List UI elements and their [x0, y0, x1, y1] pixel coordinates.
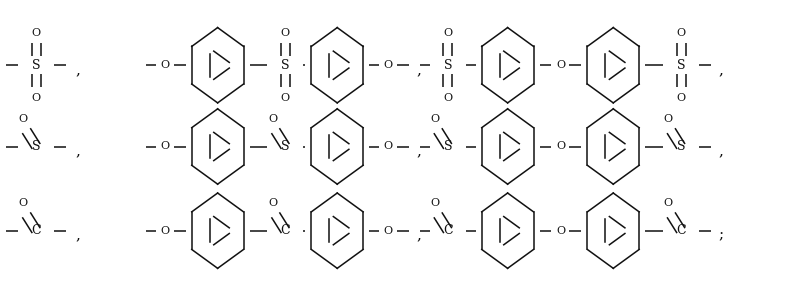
Text: O: O [268, 114, 277, 124]
Text: O: O [443, 93, 452, 103]
Text: C: C [31, 224, 41, 237]
Text: O: O [281, 28, 290, 38]
Text: S: S [281, 59, 290, 72]
Text: ,: , [417, 229, 422, 243]
Text: O: O [556, 226, 565, 236]
Text: O: O [383, 60, 393, 70]
Text: O: O [160, 226, 170, 236]
Text: O: O [556, 60, 565, 70]
Text: ,: , [417, 63, 422, 77]
Text: S: S [443, 140, 452, 153]
Text: O: O [32, 28, 41, 38]
Text: O: O [18, 114, 28, 124]
Text: O: O [663, 198, 673, 208]
Text: S: S [32, 140, 41, 153]
Text: O: O [430, 114, 439, 124]
Text: O: O [18, 198, 28, 208]
Text: O: O [383, 142, 393, 151]
Text: S: S [677, 140, 686, 153]
Text: O: O [160, 142, 170, 151]
Text: S: S [677, 59, 686, 72]
Text: ;: ; [718, 229, 723, 243]
Text: ,: , [76, 229, 81, 243]
Text: O: O [281, 93, 290, 103]
Text: O: O [677, 28, 686, 38]
Text: O: O [443, 28, 452, 38]
Text: O: O [268, 198, 277, 208]
Text: C: C [676, 224, 686, 237]
Text: O: O [383, 226, 393, 236]
Text: ,: , [76, 63, 81, 77]
Text: S: S [32, 59, 41, 72]
Text: O: O [32, 93, 41, 103]
Text: ,: , [76, 144, 81, 159]
Text: ,: , [718, 63, 723, 77]
Text: O: O [160, 60, 170, 70]
Text: S: S [443, 59, 452, 72]
Text: C: C [443, 224, 453, 237]
Text: C: C [281, 224, 290, 237]
Text: O: O [430, 198, 439, 208]
Text: O: O [663, 114, 673, 124]
Text: ,: , [417, 144, 422, 159]
Text: S: S [281, 140, 290, 153]
Text: ,: , [718, 144, 723, 159]
Text: O: O [677, 93, 686, 103]
Text: O: O [556, 142, 565, 151]
